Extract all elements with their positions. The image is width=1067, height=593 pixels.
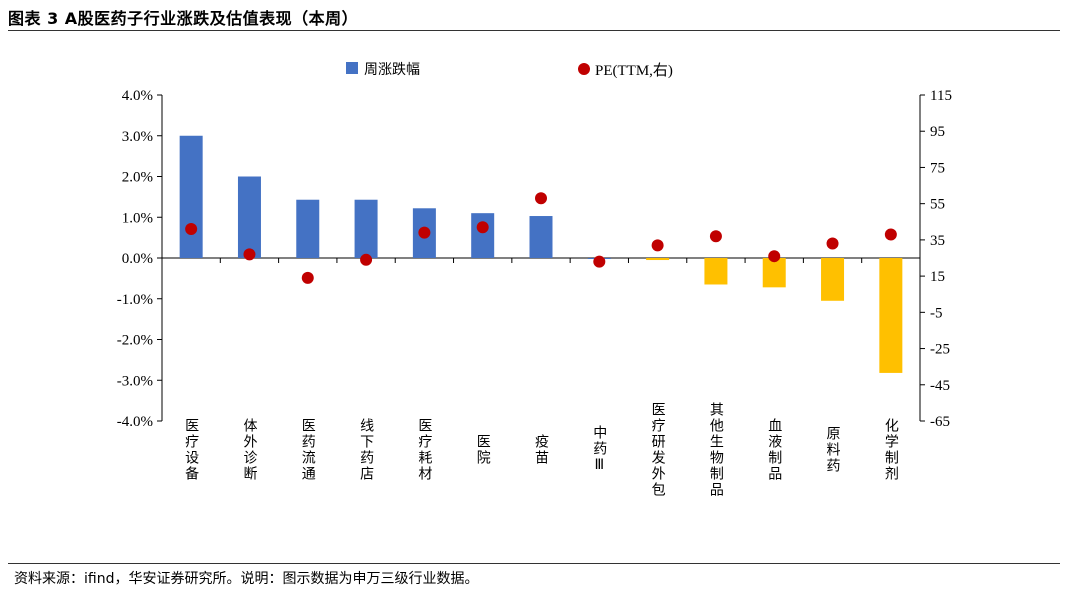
bar-6 [471, 213, 495, 258]
pe-point-3 [301, 271, 314, 284]
source-note: 资料来源：ifind，华安证券研究所。说明：图示数据为申万三级行业数据。 [14, 571, 479, 587]
pe-point-12 [826, 237, 839, 250]
category-label-5: 医疗耗材 [416, 418, 432, 482]
bar-9 [646, 258, 670, 261]
legend-pe-label: PE(TTM,右) [595, 62, 673, 79]
right-tick-label: 95 [930, 124, 945, 140]
left-tick-label: 0.0% [122, 251, 153, 267]
title-rule [8, 30, 1060, 31]
left-tick-label: 4.0% [122, 88, 153, 104]
legend-pe-swatch [578, 63, 590, 75]
pe-point-11 [768, 250, 781, 263]
pe-point-10 [709, 230, 722, 243]
chart-axes: 4.0% 3.0% 2.0% 1.0% 0.0% -1.0% -2.0% -3.0% -4.0%… [117, 88, 952, 430]
right-tick-label: 75 [930, 160, 945, 176]
bar-3 [296, 199, 320, 258]
pe-point-6 [476, 221, 489, 234]
right-tick-label: 55 [930, 197, 945, 213]
pe-point-7 [535, 192, 547, 205]
pe-series [185, 192, 897, 284]
category-label-12: 原料药 [825, 426, 841, 474]
left-tick-label: 1.0% [122, 210, 153, 226]
right-tick-label: -25 [930, 342, 950, 358]
category-label-7: 疫苗 [533, 434, 549, 466]
bar-10 [704, 258, 728, 285]
pe-point-4 [360, 253, 373, 266]
category-label-4: 线下药店 [358, 418, 374, 482]
left-tick-label: -3.0% [117, 373, 153, 389]
pe-point-5 [418, 226, 431, 239]
left-tick-label: -2.0% [117, 333, 153, 349]
category-label-1: 医疗设备 [183, 418, 199, 482]
bar-12 [821, 258, 845, 301]
category-label-8: 中药Ⅲ [591, 425, 607, 475]
legend-bar-label: 周涨跌幅 [364, 62, 420, 78]
pe-point-13 [884, 228, 897, 241]
right-tick-label: -45 [930, 378, 950, 394]
category-label-3: 医药流通 [300, 418, 316, 482]
bar-series [179, 135, 903, 373]
right-tick-label: -65 [930, 414, 950, 430]
category-label-2: 体外诊断 [241, 418, 257, 482]
bar-4 [354, 199, 378, 258]
category-label-11: 血液制品 [766, 418, 782, 482]
bar-7 [529, 216, 553, 258]
right-tick-label: 115 [930, 88, 952, 104]
left-tick-label: -4.0% [117, 414, 153, 430]
pe-point-8 [593, 255, 606, 268]
category-label-13: 化学制剂 [883, 418, 899, 482]
bar-1 [179, 135, 203, 258]
bar-2 [237, 176, 261, 258]
pe-point-2 [243, 248, 256, 261]
left-tick-label: 3.0% [122, 129, 153, 145]
category-labels: 医疗设备 体外诊断 医药流通 线下药店 医疗耗材 医院 疫苗 中药Ⅲ 医疗研发外包 其他生物制品 血… [183, 402, 899, 498]
left-tick-label: 2.0% [122, 170, 153, 186]
right-tick-label: -5 [930, 305, 943, 321]
legend-bar-swatch [346, 62, 358, 74]
chart-legend: 周涨跌幅 PE(TTM,右) [346, 62, 673, 79]
right-tick-label: 15 [930, 269, 945, 285]
bar-13 [879, 258, 903, 373]
figure-title: 图表 3 A股医药子行业涨跌及估值表现（本周） [8, 9, 359, 28]
category-label-6: 医院 [475, 434, 491, 466]
source-rule [8, 563, 1060, 564]
bar-11 [762, 258, 786, 288]
left-tick-label: -1.0% [117, 292, 153, 308]
right-tick-label: 35 [930, 233, 945, 249]
category-label-10: 其他生物制品 [708, 402, 724, 498]
pe-point-9 [651, 239, 664, 252]
pe-point-1 [185, 223, 198, 236]
category-label-9: 医疗研发外包 [650, 402, 666, 498]
